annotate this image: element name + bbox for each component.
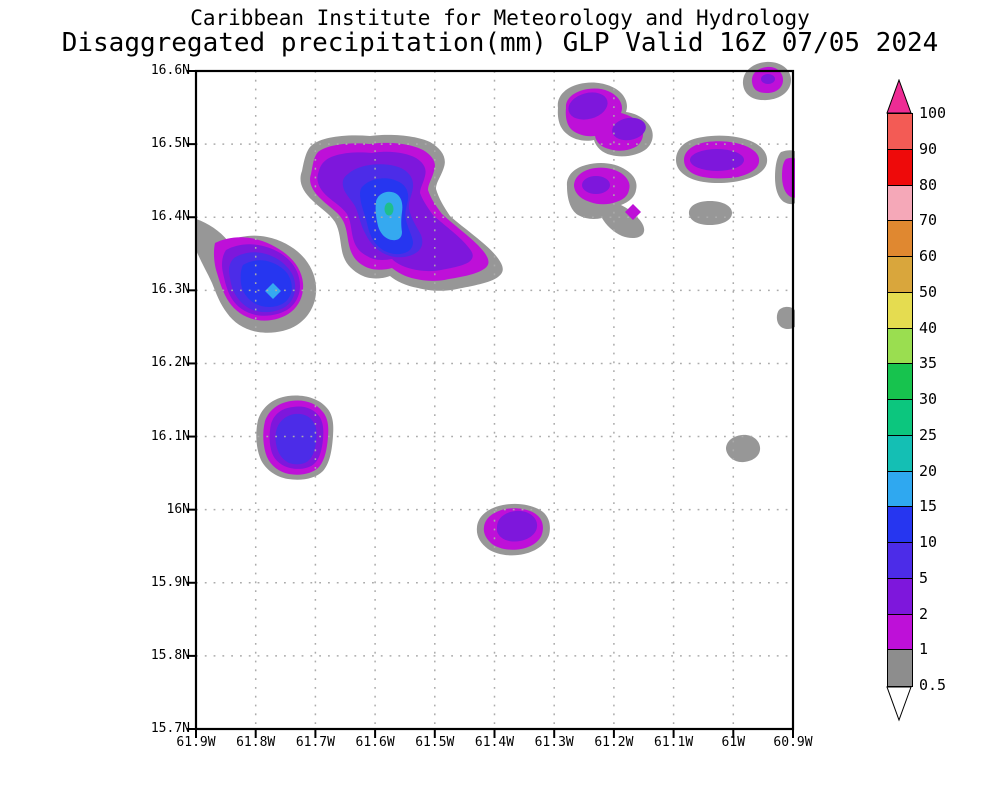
- colorbar-segment: [888, 650, 912, 686]
- x-tick-label: 61.6W: [355, 735, 395, 750]
- colorbar-value-label: 60: [919, 247, 938, 265]
- y-tick-label: 16.4N: [150, 209, 190, 225]
- y-tick-label: 16.3N: [150, 282, 190, 298]
- contour-purple: [612, 117, 646, 141]
- y-tick-label: 16.2N: [150, 355, 190, 371]
- colorbar-segment: [888, 221, 912, 257]
- x-tick-label: 61.4W: [474, 735, 515, 750]
- contour-purple: [497, 510, 538, 542]
- colorbar-segment: [888, 578, 912, 615]
- precip-cell-north-small: [566, 162, 645, 239]
- contour-purple: [582, 176, 610, 194]
- contour-purple: [761, 74, 775, 84]
- colorbar-value-label: 20: [919, 461, 938, 480]
- colorbar-segment: [888, 543, 912, 579]
- chart-subtitle: Disaggregated precipitation(mm) GLP Vali…: [61, 28, 939, 58]
- colorbar-segment: [888, 400, 912, 436]
- precip-cell-west-coast: [196, 219, 317, 333]
- precip-cell-central: [300, 134, 503, 291]
- colorbar-value-label: 5: [919, 568, 929, 587]
- y-tick-label: 16.5N: [150, 136, 190, 152]
- x-tick-label: 61.1W: [654, 735, 694, 750]
- y-tick-label: 15.8N: [150, 647, 190, 663]
- contour-purple: [568, 92, 608, 120]
- colorbar-segment: [888, 435, 912, 472]
- x-tick-label: 61.2W: [594, 735, 634, 750]
- x-tick-label: 61.7W: [295, 735, 335, 750]
- axis-ticks: [187, 70, 794, 738]
- precip-cell-southwest: [256, 395, 334, 480]
- precip-cell-northeast-oval: [676, 135, 768, 183]
- x-tick-label: 61.3W: [534, 735, 574, 750]
- colorbar-segment: [888, 292, 912, 329]
- contour-violet-blue: [275, 413, 317, 465]
- precip-cell-east-gray-spot: [776, 306, 795, 329]
- chart-title: Caribbean Institute for Meteorology and …: [190, 6, 810, 30]
- colorbar-under-arrow: [886, 686, 912, 722]
- x-tick-label: 61.9W: [176, 735, 216, 750]
- colorbar-value-label: 70: [919, 211, 938, 230]
- precip-cell-northeast-corner: [742, 61, 791, 101]
- colorbar-segment: [888, 185, 912, 222]
- y-tick-label: 15.7N: [150, 721, 190, 736]
- y-tick-label: 16.6N: [150, 63, 190, 78]
- colorbar-segment: [888, 257, 912, 293]
- y-tick-label: 16.1N: [150, 428, 190, 444]
- contour-blue: [240, 260, 292, 307]
- contour-purple: [690, 149, 744, 171]
- colorbar-value-label: 10: [919, 533, 938, 551]
- colorbar-value-label: 2: [919, 604, 929, 623]
- x-tick-label: 61.5W: [415, 735, 455, 750]
- contour-cyan: [375, 191, 403, 241]
- precip-cell-south-gray-spot: [726, 434, 761, 463]
- precip-cell-south-central: [476, 503, 550, 556]
- colorbar: [887, 113, 913, 687]
- colorbar-segment: [888, 149, 912, 186]
- colorbar-value-label: 50: [919, 282, 938, 301]
- colorbar-segment: [888, 471, 912, 508]
- colorbar-value-label: 35: [919, 354, 938, 373]
- x-tick-label: 61.8W: [236, 735, 276, 750]
- precip-cell-north-double: [557, 82, 653, 157]
- precip-cell-north-gray-spot: [688, 201, 732, 225]
- colorbar-value-label: 25: [919, 425, 938, 444]
- colorbar-value-label: 15: [919, 497, 938, 516]
- colorbar-value-label: 30: [919, 390, 938, 408]
- colorbar-over-arrow: [886, 79, 912, 114]
- x-tick-label: 60.9W: [773, 735, 813, 750]
- colorbar-value-label: 100: [919, 104, 947, 122]
- colorbar-value-label: 1: [919, 640, 929, 659]
- contour-magenta-diamond: [625, 204, 641, 220]
- colorbar-value-label: 40: [919, 318, 938, 337]
- colorbar-segment: [888, 364, 912, 400]
- colorbar-segment: [888, 614, 912, 651]
- colorbar-value-label: 90: [919, 139, 938, 158]
- colorbar-segment: [888, 507, 912, 543]
- contour-teal-green: [384, 202, 394, 216]
- y-tick-label: 15.9N: [150, 574, 190, 590]
- contour-cyan: [265, 283, 281, 299]
- colorbar-value-label: 80: [919, 175, 938, 194]
- precip-cells: [196, 61, 795, 556]
- colorbar-segment: [888, 328, 912, 365]
- colorbar-segment: [888, 114, 912, 150]
- precip-cell-east-edge: [775, 150, 795, 205]
- colorbar-value-label: 0.5: [919, 676, 947, 694]
- contour-magenta: [782, 157, 795, 198]
- x-tick-label: 61W: [721, 735, 746, 750]
- y-tick-label: 16N: [166, 501, 190, 517]
